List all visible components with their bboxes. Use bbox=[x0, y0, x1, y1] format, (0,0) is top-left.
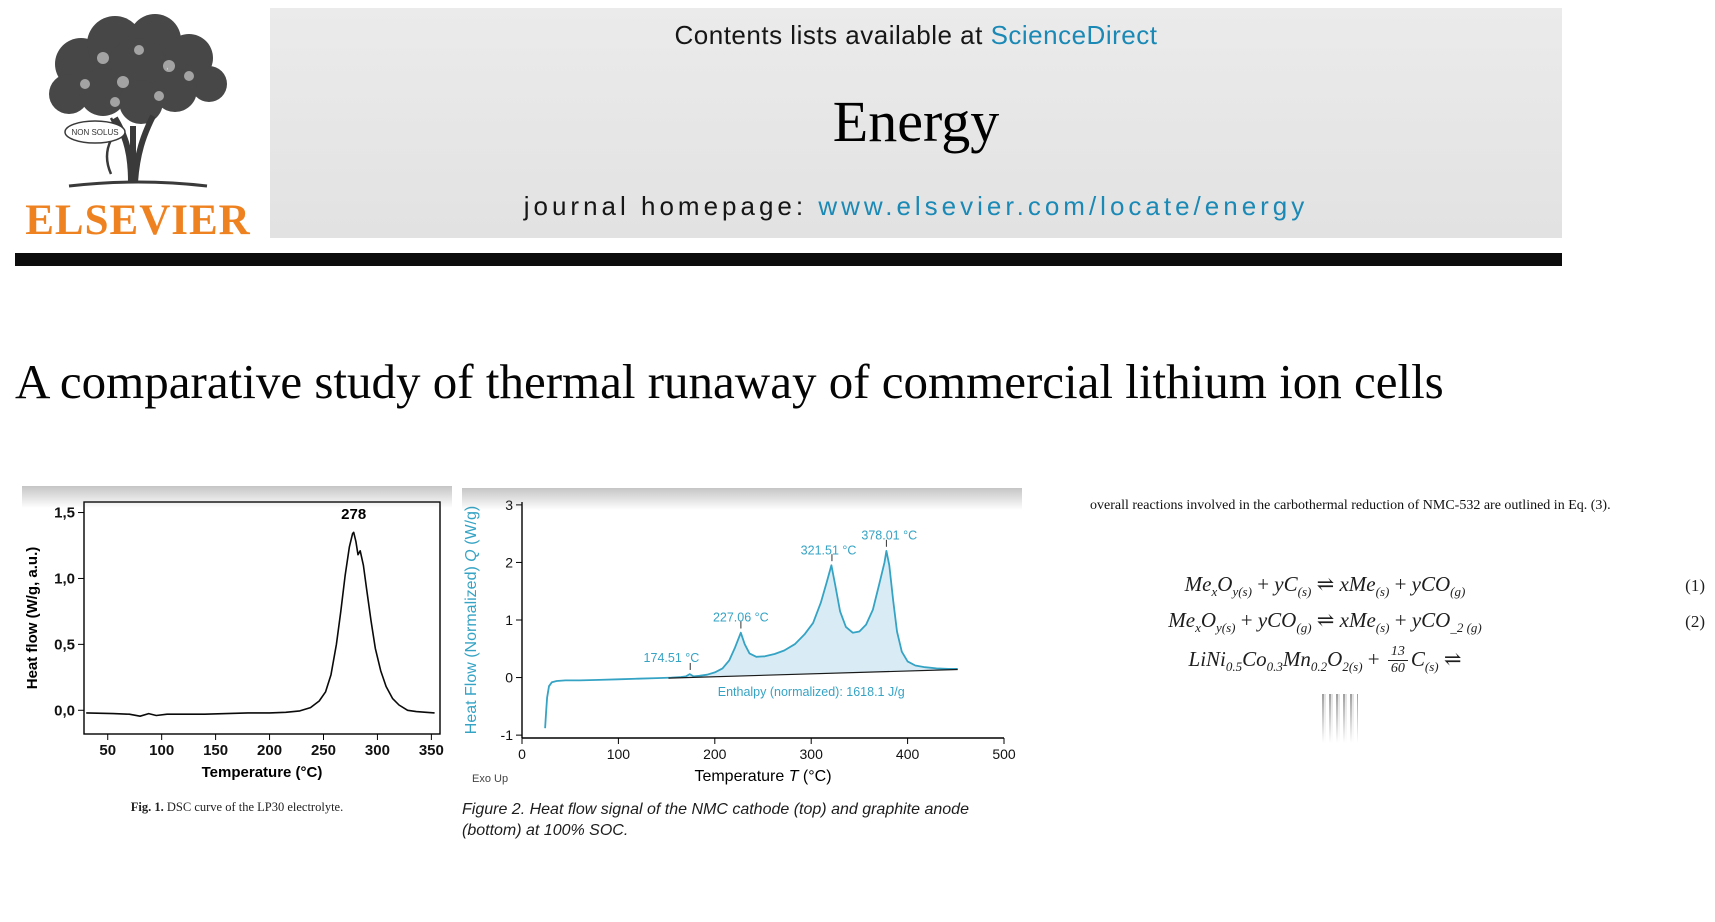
figure-2: 0 100 200 300 400 500 -1 0 1 2 3 Temperature T (°C)… bbox=[462, 488, 1022, 842]
equation-number: (2) bbox=[1685, 612, 1705, 632]
equation-row: MexOy(s) + yCO(g) ⇌ xMe(s) + yCO_2 (g) (2… bbox=[1168, 608, 1705, 636]
equation-row: MexOy(s) + yC(s) ⇌ xMe(s) + yCO(g) (1) bbox=[1184, 572, 1705, 600]
contents-line: Contents lists available at ScienceDirec… bbox=[675, 20, 1158, 51]
svg-text:227.06 °C: 227.06 °C bbox=[713, 611, 769, 625]
svg-text:Heat flow (W/g, a.u.): Heat flow (W/g, a.u.) bbox=[24, 547, 41, 690]
svg-text:400: 400 bbox=[896, 746, 920, 762]
sciencedirect-link[interactable]: ScienceDirect bbox=[990, 20, 1158, 50]
svg-text:1: 1 bbox=[505, 612, 513, 628]
svg-text:0: 0 bbox=[518, 746, 526, 762]
header-divider-bar bbox=[15, 253, 1562, 266]
article-title: A comparative study of thermal runaway o… bbox=[15, 354, 1444, 409]
article-text-column: overall reactions involved in the carbot… bbox=[1090, 498, 1712, 750]
svg-text:378.01 °C: 378.01 °C bbox=[861, 528, 917, 542]
svg-text:1,0: 1,0 bbox=[54, 570, 75, 587]
svg-text:0: 0 bbox=[505, 670, 513, 686]
contents-prefix: Contents lists available at bbox=[674, 20, 991, 50]
homepage-line: journal homepage: www.elsevier.com/locat… bbox=[524, 191, 1309, 222]
svg-text:500: 500 bbox=[992, 746, 1016, 762]
svg-text:Temperature T (°C): Temperature T (°C) bbox=[694, 768, 831, 785]
svg-text:Enthalpy (normalized): 1618.1: Enthalpy (normalized): 1618.1 J/g bbox=[718, 685, 905, 699]
svg-text:174.51 °C: 174.51 °C bbox=[644, 651, 700, 665]
svg-text:0,0: 0,0 bbox=[54, 702, 75, 719]
fig1-dsc-chart: 50 100 150 200 250 300 350 0,0 0,5 1,0 1,5 Temperat… bbox=[24, 501, 444, 781]
elsevier-tree-icon: NON SOLUS bbox=[49, 14, 227, 188]
svg-text:100: 100 bbox=[607, 746, 631, 762]
svg-text:278: 278 bbox=[341, 506, 366, 523]
svg-text:100: 100 bbox=[149, 742, 174, 759]
svg-text:0,5: 0,5 bbox=[54, 636, 75, 653]
svg-text:2: 2 bbox=[505, 554, 513, 570]
svg-text:300: 300 bbox=[800, 746, 824, 762]
svg-text:-1: -1 bbox=[501, 727, 514, 743]
svg-text:300: 300 bbox=[365, 742, 390, 759]
elsevier-wordmark: ELSEVIER bbox=[25, 197, 251, 244]
svg-text:250: 250 bbox=[311, 742, 336, 759]
homepage-prefix: journal homepage: bbox=[523, 191, 819, 221]
equations: MexOy(s) + yC(s) ⇌ xMe(s) + yCO(g) (1) Mex… bbox=[1090, 572, 1712, 678]
journal-homepage-link[interactable]: www.elsevier.com/locate/energy bbox=[818, 191, 1309, 221]
svg-text:3: 3 bbox=[505, 497, 513, 513]
svg-text:Temperature (°C): Temperature (°C) bbox=[202, 764, 323, 781]
render-artifact-smear bbox=[1322, 694, 1358, 750]
journal-title: Energy bbox=[832, 88, 1000, 154]
svg-text:200: 200 bbox=[703, 746, 727, 762]
non-solus-ribbon-text: NON SOLUS bbox=[71, 128, 118, 137]
figure-1: 50 100 150 200 250 300 350 0,0 0,5 1,0 1,5 Temperat… bbox=[22, 486, 452, 815]
equation-row: LiNi0.5Co0.3Mn0.2O2(s) + 13 60 C(s) ⇌ bbox=[1188, 644, 1462, 677]
fraction: 13 60 bbox=[1387, 644, 1408, 677]
svg-text:150: 150 bbox=[203, 742, 228, 759]
journal-header-box: Contents lists available at ScienceDirec… bbox=[270, 8, 1562, 238]
svg-text:350: 350 bbox=[419, 742, 444, 759]
equation-number: (1) bbox=[1685, 576, 1705, 596]
svg-text:1,5: 1,5 bbox=[54, 505, 75, 522]
figure-1-caption-text: DSC curve of the LP30 electrolyte. bbox=[163, 800, 344, 814]
figure-1-caption: Fig. 1. DSC curve of the LP30 electrolyt… bbox=[22, 800, 452, 815]
svg-text:Exo Up: Exo Up bbox=[472, 773, 508, 785]
svg-text:50: 50 bbox=[99, 742, 116, 759]
svg-text:321.51 °C: 321.51 °C bbox=[801, 543, 857, 557]
svg-text:200: 200 bbox=[257, 742, 282, 759]
figure-2-caption: Figure 2. Heat flow signal of the NMC ca… bbox=[462, 801, 969, 839]
svg-text:Heat Flow (Normalized) Q (W/g): Heat Flow (Normalized) Q (W/g) bbox=[463, 506, 480, 734]
body-paragraph: overall reactions involved in the carbot… bbox=[1090, 498, 1611, 513]
figure-1-caption-label: Fig. 1. bbox=[130, 800, 164, 814]
elsevier-logo: NON SOLUS ELSEVIER bbox=[12, 6, 264, 242]
